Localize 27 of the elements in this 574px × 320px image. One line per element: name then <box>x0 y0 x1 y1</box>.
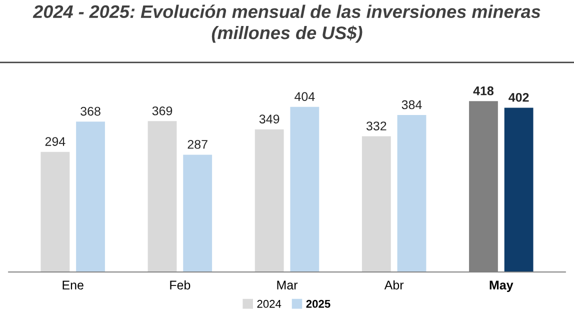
x-tick-label: May <box>490 280 514 292</box>
data-label: 402 <box>508 92 529 102</box>
legend-label: 2024 <box>257 300 282 308</box>
x-tick-label: Feb <box>170 280 190 290</box>
data-label: 384 <box>402 100 422 110</box>
data-label: 287 <box>188 140 208 149</box>
bar <box>504 108 534 272</box>
x-tick-label: Ene <box>62 280 84 290</box>
bar <box>290 106 320 272</box>
data-label: 294 <box>45 137 66 146</box>
data-label: 368 <box>80 106 100 116</box>
bar <box>148 121 177 272</box>
bar <box>254 129 284 272</box>
data-label: 332 <box>366 122 386 130</box>
bar <box>362 136 391 272</box>
x-tick-label: Mar <box>277 280 298 290</box>
bar <box>397 115 426 272</box>
bar <box>40 152 70 272</box>
x-tick-label: Abr <box>384 280 404 290</box>
data-label: 349 <box>259 114 280 124</box>
chart-title: 2024 - 2025: Evolución mensual de las inversiones mineras (millones de US$) <box>32 4 540 43</box>
data-label: 404 <box>294 92 315 101</box>
data-label: 369 <box>152 106 172 116</box>
data-label: 418 <box>473 86 494 96</box>
legend-label: 2025 <box>306 300 330 308</box>
bar <box>76 122 105 272</box>
bar <box>183 154 212 272</box>
